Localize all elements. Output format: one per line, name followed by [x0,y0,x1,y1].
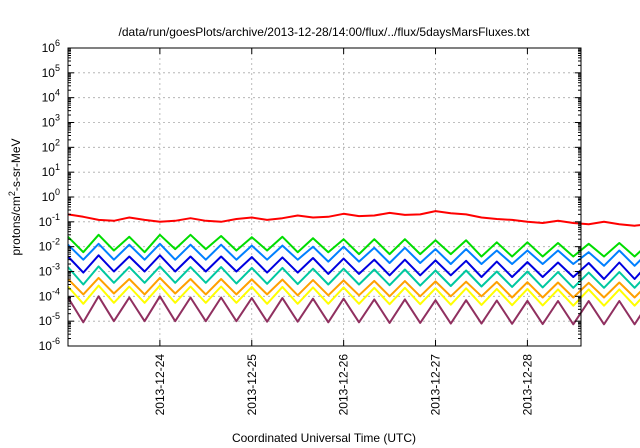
x-tick-label: 2013-12-27 [429,354,443,416]
chart-title: /data/run/goesPlots/archive/2013-12-28/1… [119,25,531,39]
y-tick-label: 105 [42,63,60,80]
y-tick-label: 10-2 [39,237,60,254]
y-axis-label: protons/cm2-s-sr-MeV [7,138,23,255]
y-axis-ticks: 10-6 10-5 10-4 10-3 10-2 10-1 100 101 102 103 104 1… [39,38,581,353]
x-axis-ticks: 2013-12-24 2013-12-25 2013-12-26 2013-12-27… [153,48,534,416]
y-tick-label: 10-4 [39,286,60,303]
y-tick-label: 101 [42,162,60,179]
y-axis-label-prefix: protons/cm [9,196,23,255]
y-tick-label: 10-3 [39,262,60,279]
y-tick-label: 100 [42,187,60,204]
x-tick-label: 2013-12-25 [245,354,259,416]
x-tick-label: 2013-12-24 [153,354,167,416]
plot-area [67,47,640,347]
y-tick-label: 102 [42,137,60,154]
y-tick-label: 106 [42,38,60,55]
y-tick-label: 10-6 [39,336,60,353]
flux-series-line [67,295,640,326]
flux-series-line [67,276,640,299]
flux-series-line [67,233,640,258]
series-layer [67,210,640,326]
x-tick-label: 2013-12-28 [520,354,534,416]
flux-series-line [67,284,640,307]
x-axis-label: Coordinated Universal Time (UTC) [232,431,416,445]
y-axis-label-superscript: 2 [7,191,17,196]
flux-series-line [67,242,640,267]
y-axis-label-suffix: -s-sr-MeV [9,138,23,191]
flux-series-line [67,254,640,280]
y-tick-label: 104 [42,88,60,105]
grid-lines [68,48,581,346]
y-tick-label: 10-5 [39,311,60,328]
y-tick-label: 10-1 [39,212,60,229]
flux-series-line [67,265,640,289]
flux-series-line [67,210,640,227]
x-tick-label: 2013-12-26 [337,354,351,416]
y-tick-label: 103 [42,113,60,130]
